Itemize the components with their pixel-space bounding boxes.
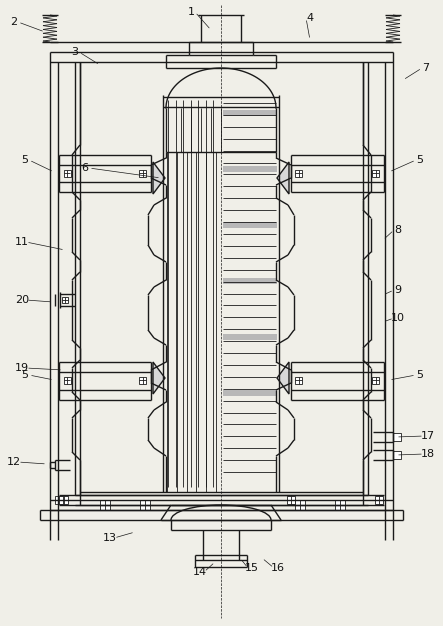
Bar [100,500,110,510]
Text: 15: 15 [245,563,259,573]
Text: 1: 1 [187,7,194,17]
Bar [375,496,383,504]
Bar [140,170,147,177]
Text: 5: 5 [416,370,424,380]
Bar [62,297,68,303]
Polygon shape [153,162,165,194]
Text: 2: 2 [11,17,18,27]
Bar [287,496,295,504]
Bar [295,170,303,177]
Polygon shape [277,362,289,394]
Text: 7: 7 [423,63,430,73]
Bar [60,496,68,504]
Bar [223,222,277,228]
Text: 17: 17 [421,431,435,441]
Bar [223,334,277,340]
Text: 5: 5 [22,370,28,380]
Text: 16: 16 [271,563,285,573]
Bar [335,500,345,510]
Text: 5: 5 [22,155,28,165]
Text: 12: 12 [7,457,21,467]
Bar [140,376,147,384]
Polygon shape [153,362,165,394]
Text: 3: 3 [71,47,78,57]
Bar [223,390,277,396]
Text: 11: 11 [15,237,29,247]
Bar [373,170,380,177]
Text: 19: 19 [15,363,29,373]
Bar [140,500,150,510]
Text: 9: 9 [394,285,401,295]
Bar [63,376,70,384]
Bar [55,496,63,504]
Bar [223,166,277,172]
Bar [373,376,380,384]
Bar [295,376,303,384]
Text: 13: 13 [103,533,117,543]
Text: 10: 10 [391,313,405,323]
Bar [63,170,70,177]
Bar [223,110,277,116]
Bar [223,278,277,284]
Text: 6: 6 [82,163,89,173]
Text: 20: 20 [15,295,29,305]
Bar [295,500,305,510]
Text: 14: 14 [193,567,207,577]
Polygon shape [277,162,289,194]
Bar [393,433,401,441]
Text: 4: 4 [307,13,314,23]
Bar [393,451,401,459]
Text: 18: 18 [421,449,435,459]
Text: 5: 5 [416,155,424,165]
Text: 8: 8 [394,225,401,235]
